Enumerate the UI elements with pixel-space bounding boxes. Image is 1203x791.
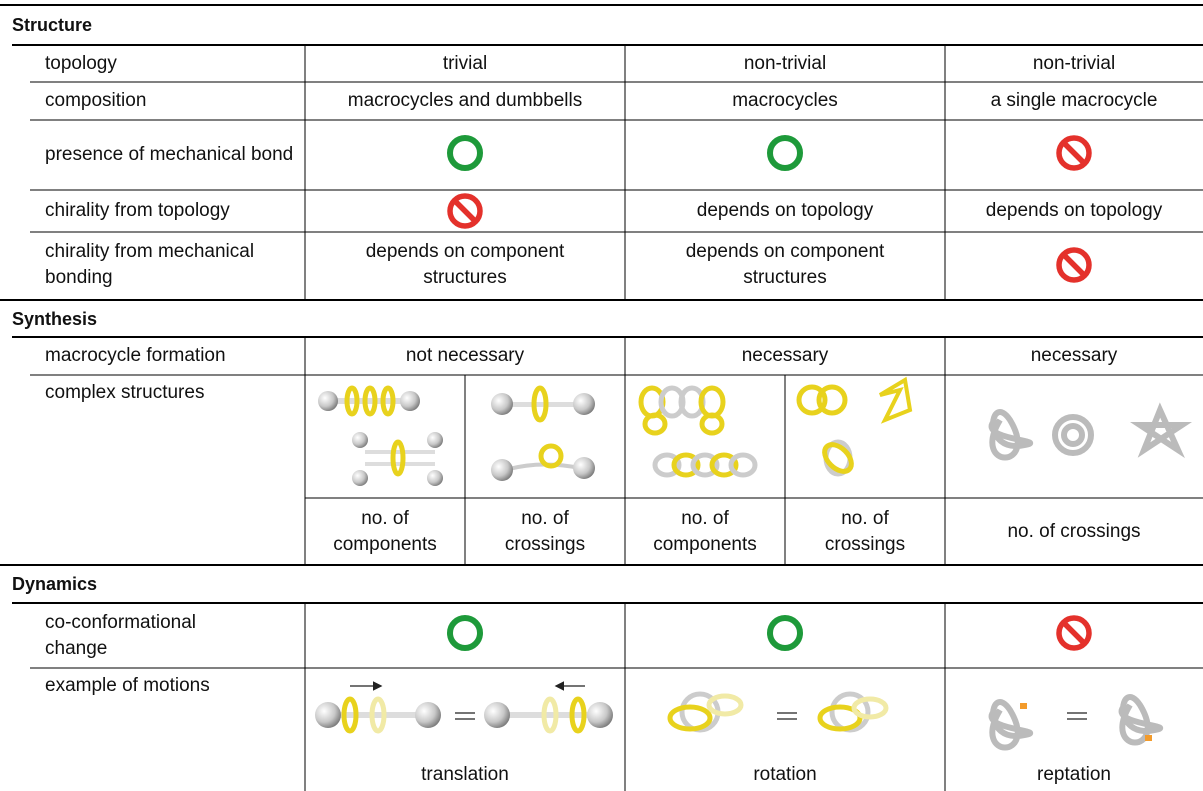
- section-title: Dynamics: [12, 574, 98, 594]
- cell: rotation: [753, 763, 817, 785]
- cell: reptation: [1037, 763, 1111, 785]
- section-title: Synthesis: [12, 308, 98, 329]
- cell: depends on topology: [696, 200, 874, 221]
- row-label: example of motions: [45, 675, 210, 696]
- structure-illustrations: [315, 376, 1193, 751]
- cell: macrocycles: [732, 90, 838, 111]
- cell: no. of crossings: [824, 507, 906, 555]
- cell: a single macrocycle: [990, 90, 1158, 111]
- cell: non-trivial: [1032, 52, 1116, 74]
- cell: necessary: [741, 345, 829, 366]
- row-label: co-conformational change: [45, 611, 197, 659]
- cell: depends on topology: [985, 200, 1163, 221]
- cell: translation: [421, 763, 509, 785]
- cell: no. of components: [333, 507, 437, 555]
- cell: non-trivial: [743, 52, 827, 74]
- section-title: Structure: [12, 15, 93, 35]
- row-label: presence of mechanical bond: [45, 144, 294, 165]
- cell: depends on component structures: [685, 241, 885, 288]
- row-label: macrocycle formation: [45, 345, 226, 366]
- cell: depends on component structures: [365, 241, 565, 288]
- cell: no. of crossings: [1007, 520, 1141, 542]
- rules: [0, 4, 1203, 791]
- cell: macrocycles and dumbbells: [347, 90, 583, 111]
- row-label: chirality from topology: [45, 200, 230, 221]
- cell: trivial: [442, 52, 488, 74]
- row-label: topology: [45, 52, 117, 74]
- cell: necessary: [1030, 345, 1118, 366]
- row-label: chirality from mechanical bonding: [45, 241, 255, 288]
- cell: no. of components: [653, 507, 757, 555]
- cell: not necessary: [405, 345, 525, 366]
- row-label: composition: [45, 90, 147, 111]
- cell: no. of crossings: [504, 507, 586, 555]
- row-label: complex structures: [45, 382, 205, 403]
